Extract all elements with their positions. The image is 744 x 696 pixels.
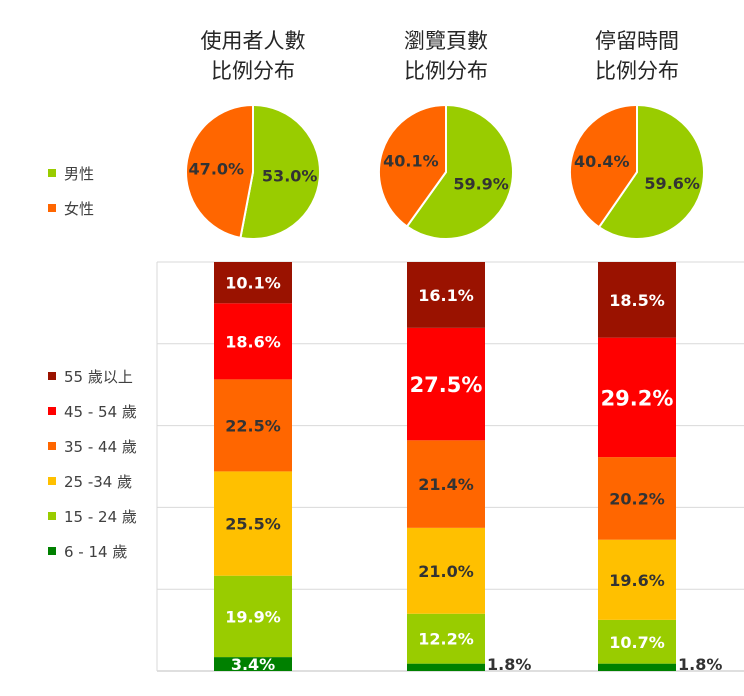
bar-segment-label: 10.7% bbox=[609, 633, 665, 652]
legend-label: 55 歲以上 bbox=[64, 368, 133, 386]
title-line1: 使用者人數 bbox=[200, 29, 306, 53]
legend-label: 25 -34 歲 bbox=[64, 473, 133, 491]
legend-item-age-45-54: 45 - 54 歲 bbox=[48, 401, 137, 422]
legend-item-age-25-34: 25 -34 歲 bbox=[48, 471, 132, 492]
bar-segment bbox=[598, 457, 676, 540]
bar-segment bbox=[598, 619, 676, 664]
bar-segment-label: 19.6% bbox=[609, 571, 665, 590]
legend-label: 35 - 44 歲 bbox=[64, 438, 137, 456]
bar-segment-label: 18.5% bbox=[609, 291, 665, 310]
legend-swatch bbox=[48, 476, 56, 485]
legend-label: 45 - 54 歲 bbox=[64, 403, 137, 421]
bar-segment bbox=[598, 337, 676, 458]
legend-swatch bbox=[48, 371, 56, 380]
bar-segment bbox=[598, 262, 676, 338]
legend-swatch bbox=[48, 168, 56, 177]
pie-slice-male bbox=[597, 103, 705, 240]
column-title-duration: 停留時間 比例分布 bbox=[547, 26, 727, 86]
bar-segment bbox=[407, 440, 485, 528]
bar-segment bbox=[214, 303, 292, 380]
bar-segment-label: 18.6% bbox=[225, 332, 281, 351]
pie-slice-male bbox=[239, 103, 321, 240]
legend-item-male: 男性 bbox=[48, 163, 94, 184]
legend-item-female: 女性 bbox=[48, 198, 94, 219]
bar-segment-label: 27.5% bbox=[410, 373, 483, 397]
bar-segment bbox=[407, 663, 485, 671]
bar-segment bbox=[598, 663, 676, 671]
legend-swatch bbox=[48, 406, 56, 415]
legend-item-age-15-24: 15 - 24 歲 bbox=[48, 506, 137, 527]
bar-segment-label: 21.4% bbox=[418, 475, 474, 494]
title-line1: 停留時間 bbox=[595, 29, 679, 53]
gender-pie: 59.6% 40.4% bbox=[569, 103, 705, 240]
pie-slice-female bbox=[569, 103, 638, 229]
title-line2: 比例分布 bbox=[595, 59, 679, 83]
bar-segment bbox=[214, 575, 292, 658]
bar-segment-label: 22.5% bbox=[225, 416, 281, 435]
bar-segment bbox=[407, 262, 485, 328]
legend-swatch bbox=[48, 441, 56, 450]
bar-segment-label: 29.2% bbox=[601, 386, 674, 410]
bar-segment bbox=[407, 327, 485, 441]
legend-swatch bbox=[48, 546, 56, 555]
bar-segment-label: 19.9% bbox=[225, 607, 281, 626]
gender-pie: 59.9% 40.1% bbox=[378, 103, 514, 240]
pie-slice-male bbox=[405, 103, 514, 240]
legend-item-age-55-plus: 55 歲以上 bbox=[48, 366, 133, 387]
pie-label-female: 40.4% bbox=[574, 152, 630, 171]
column-title-pageviews: 瀏覽頁數 比例分布 bbox=[356, 26, 536, 86]
bar-segment bbox=[407, 613, 485, 664]
bar-segment-label: 16.1% bbox=[418, 286, 474, 305]
age-stack-bar: 1.8% 12.2% 21.0% 21.4% 27.5% 16.1% bbox=[407, 262, 531, 674]
bar-segment-label: 1.8% bbox=[487, 655, 531, 674]
pie-label-female: 47.0% bbox=[189, 160, 245, 179]
bar-segment-label: 10.1% bbox=[225, 274, 281, 293]
bar-segment bbox=[214, 657, 292, 671]
legend-item-age-35-44: 35 - 44 歲 bbox=[48, 436, 137, 457]
bar-segment-label: 3.4% bbox=[231, 655, 275, 674]
gender-pie: 53.0% 47.0% bbox=[185, 103, 321, 240]
legend-label: 女性 bbox=[64, 200, 95, 218]
legend-label: 男性 bbox=[64, 165, 95, 183]
bar-segment bbox=[407, 527, 485, 614]
pie-slice-female bbox=[378, 103, 447, 228]
bar-segment bbox=[214, 262, 292, 304]
bar-segment-label: 12.2% bbox=[418, 630, 474, 649]
legend-swatch bbox=[48, 511, 56, 520]
pie-slice-female bbox=[185, 103, 254, 239]
bar-segment-label: 21.0% bbox=[418, 562, 474, 581]
bar-segment-label: 1.8% bbox=[678, 655, 722, 674]
legend-item-age-6-14: 6 - 14 歲 bbox=[48, 541, 127, 562]
age-stack-bar: 1.8% 10.7% 19.6% 20.2% 29.2% 18.5% bbox=[598, 262, 722, 674]
pie-label-male: 53.0% bbox=[262, 166, 318, 185]
bar-segment bbox=[214, 471, 292, 576]
pie-label-female: 40.1% bbox=[383, 152, 439, 171]
bar-segment-label: 20.2% bbox=[609, 489, 665, 508]
age-stack-bar: 3.4% 19.9% 25.5% 22.5% 18.6% 10.1% bbox=[214, 262, 292, 674]
title-line2: 比例分布 bbox=[211, 59, 295, 83]
pie-label-male: 59.6% bbox=[644, 174, 700, 193]
legend-swatch bbox=[48, 203, 56, 212]
legend-label: 6 - 14 歲 bbox=[64, 543, 128, 561]
bar-segment bbox=[598, 539, 676, 620]
legend-label: 15 - 24 歲 bbox=[64, 508, 137, 526]
bar-segment bbox=[214, 379, 292, 472]
bar-segment-label: 25.5% bbox=[225, 515, 281, 534]
title-line2: 比例分布 bbox=[404, 59, 488, 83]
column-title-users: 使用者人數 比例分布 bbox=[163, 26, 343, 86]
pie-label-male: 59.9% bbox=[453, 174, 509, 193]
title-line1: 瀏覽頁數 bbox=[404, 29, 488, 53]
